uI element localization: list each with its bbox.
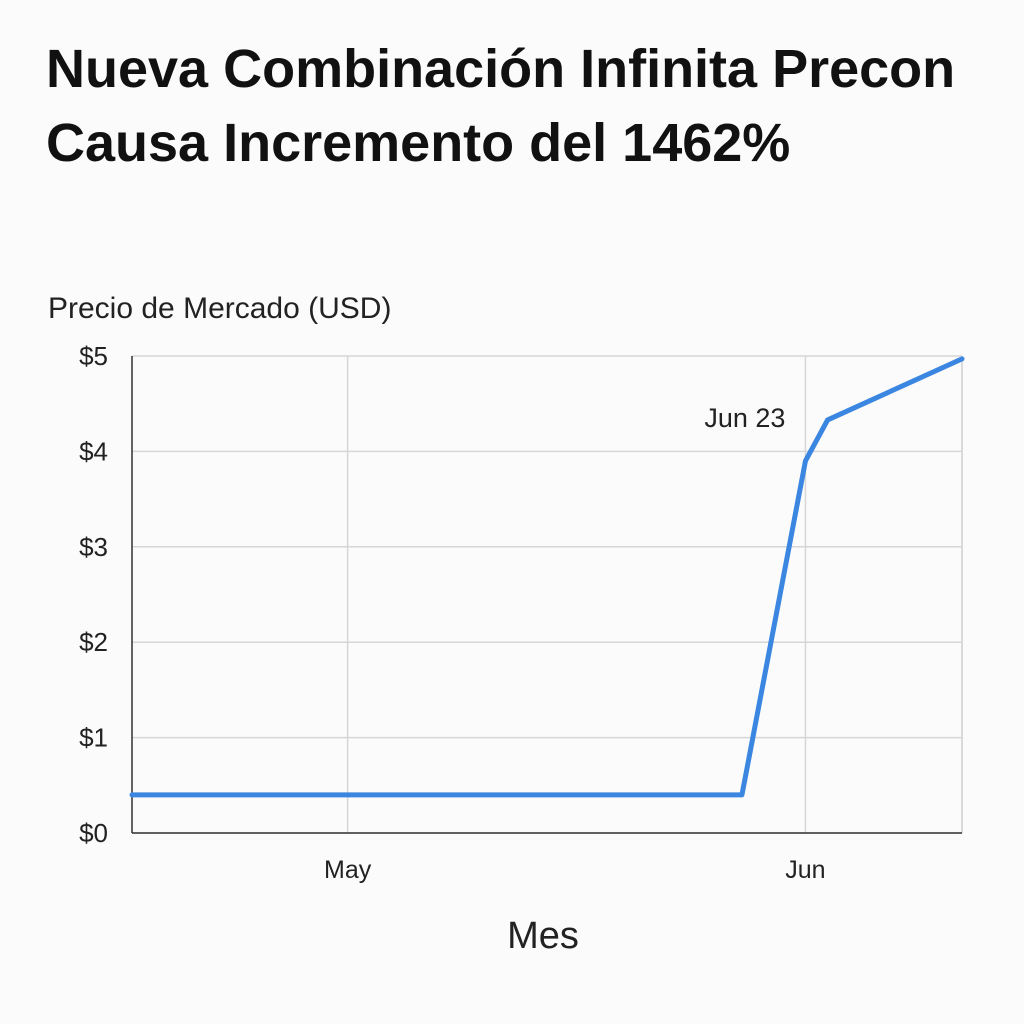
x-axis-label: Mes [507,915,579,957]
y-tick-label: $3 [79,532,108,562]
y-tick-label: $5 [79,341,108,371]
y-tick-label: $1 [79,723,108,753]
annotation: Jun 23 [704,403,785,433]
chart-title: Nueva Combinación Infinita Precon Causa … [46,39,956,173]
y-axis-label: Precio de Mercado (USD) [48,292,391,325]
y-tick-label: $4 [79,436,108,466]
x-tick-label: May [324,856,372,884]
x-tick-label: Jun [785,856,825,884]
line-series [129,356,965,798]
y-tick-label: $0 [79,818,108,848]
y-tick-label: $2 [79,627,108,657]
